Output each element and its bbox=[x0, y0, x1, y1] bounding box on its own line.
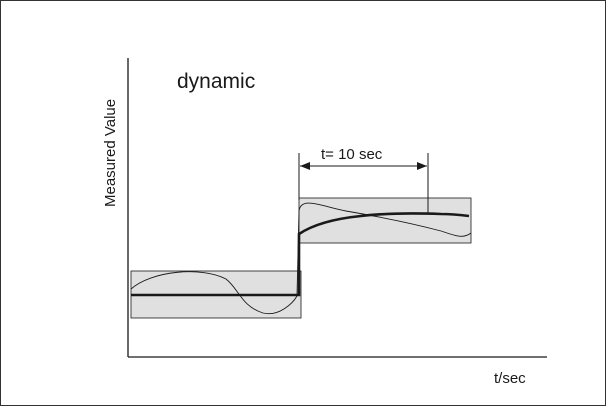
interval-left-arrow bbox=[300, 162, 310, 170]
interval-right-arrow bbox=[417, 162, 427, 170]
mode-label: dynamic bbox=[177, 70, 255, 93]
filtered-signal-curve bbox=[131, 212, 470, 297]
interval-label: t= 10 sec bbox=[321, 146, 383, 163]
y-axis-label: Measured Value bbox=[102, 99, 119, 207]
high-tolerance-band bbox=[298, 197, 472, 244]
x-axis-label: t/sec bbox=[494, 370, 526, 387]
